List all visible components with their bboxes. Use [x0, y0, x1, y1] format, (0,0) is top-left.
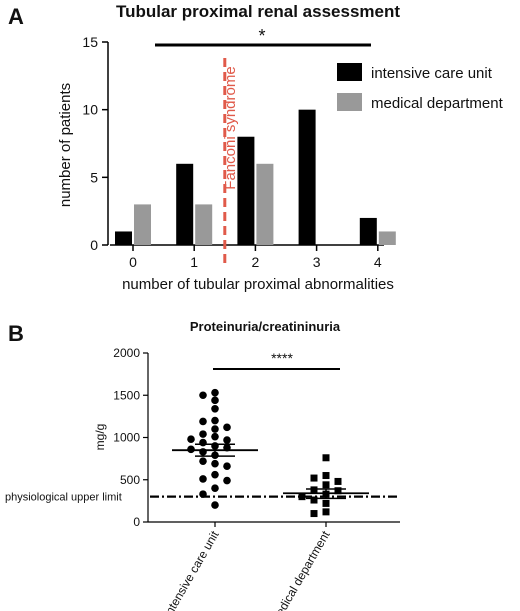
reference-label: physiological upper limit	[5, 492, 122, 504]
y-tick-label-a: 5	[90, 169, 98, 185]
point-medical	[322, 508, 330, 516]
legend-label-icu: intensive care unit	[371, 65, 493, 82]
point-medical	[310, 486, 318, 494]
point-icu	[199, 490, 207, 498]
x-tick-label-a: 1	[190, 254, 198, 270]
bar-icu	[359, 217, 377, 245]
point-icu	[211, 396, 219, 405]
bar-medical	[256, 163, 274, 245]
y-tick-label-a: 15	[82, 34, 98, 50]
point-icu	[223, 423, 231, 432]
legend-swatch-icu	[337, 63, 362, 81]
chart-a-ylabel: number of patients	[57, 83, 74, 207]
point-icu	[223, 476, 231, 485]
panel-a-label: A	[8, 4, 24, 29]
chart-b: 0 500 1000 1500 2000 Intensive care unit medic…	[5, 346, 400, 611]
chart-a-xlabel: number of tubular proximal abnormalities	[122, 276, 394, 293]
bar-icu	[115, 231, 132, 245]
bar-medical	[195, 204, 213, 245]
y-tick-label-b: 1000	[113, 431, 140, 445]
point-icu	[223, 436, 231, 444]
point-medical	[322, 481, 330, 489]
point-medical	[298, 493, 306, 501]
bar-icu	[176, 163, 194, 245]
point-icu	[211, 459, 219, 468]
x-tick-label-a: 3	[313, 254, 321, 270]
point-medical	[310, 496, 318, 504]
point-icu	[223, 462, 231, 471]
y-tick-label-a: 0	[90, 237, 98, 253]
bar-icu	[298, 109, 316, 246]
panel-b-label: B	[8, 321, 24, 346]
point-icu	[199, 457, 207, 465]
point-icu	[211, 416, 219, 425]
point-icu	[199, 391, 207, 400]
chart-b-title: Proteinuria/creatininuria	[190, 319, 341, 334]
y-tick-label-a: 10	[82, 102, 98, 118]
legend-label-medical: medical department	[371, 95, 504, 112]
point-icu	[211, 425, 219, 433]
y-tick-label-b: 500	[120, 473, 140, 487]
y-tick-label-b: 2000	[113, 346, 140, 360]
bar-medical	[134, 204, 151, 245]
point-medical	[334, 487, 342, 495]
point-medical	[310, 474, 318, 482]
x-tick-label-a: 4	[374, 254, 382, 270]
chart-b-ylabel: mg/g	[93, 424, 107, 451]
point-icu	[199, 448, 207, 456]
point-medical	[334, 477, 342, 485]
y-tick-label-b: 0	[133, 515, 140, 529]
point-icu	[199, 430, 207, 438]
point-medical	[322, 454, 330, 462]
chart-a-title: Tubular proximal renal assessment	[116, 2, 400, 21]
point-icu	[211, 470, 219, 479]
point-icu	[211, 484, 219, 493]
x-tick-label-b: Intensive care unit	[161, 528, 222, 611]
bar-medical	[378, 231, 396, 245]
point-icu	[199, 438, 207, 447]
x-tick-label-a: 2	[252, 254, 260, 270]
point-medical	[310, 510, 318, 518]
x-tick-label-a: 0	[129, 254, 137, 270]
chart-a: 0 5 10 15 0 1 2 3 4 Fanconi syndrome * intensive ca…	[82, 26, 503, 270]
point-medical	[322, 499, 330, 507]
point-icu	[199, 417, 207, 426]
x-tick-label-b: medical department	[268, 528, 333, 611]
y-tick-label-b: 1500	[113, 388, 140, 402]
significance-label-b: ****	[271, 350, 293, 366]
bar-icu	[237, 136, 255, 245]
point-icu	[211, 388, 219, 397]
significance-label-a: *	[258, 26, 265, 46]
legend-swatch-medical	[337, 93, 362, 111]
point-icu	[211, 432, 219, 441]
point-icu	[187, 435, 195, 443]
point-icu	[211, 404, 219, 413]
point-medical	[322, 472, 330, 480]
fanconi-label: Fanconi syndrome	[222, 66, 239, 189]
point-icu	[211, 501, 219, 509]
point-icu	[199, 475, 207, 483]
